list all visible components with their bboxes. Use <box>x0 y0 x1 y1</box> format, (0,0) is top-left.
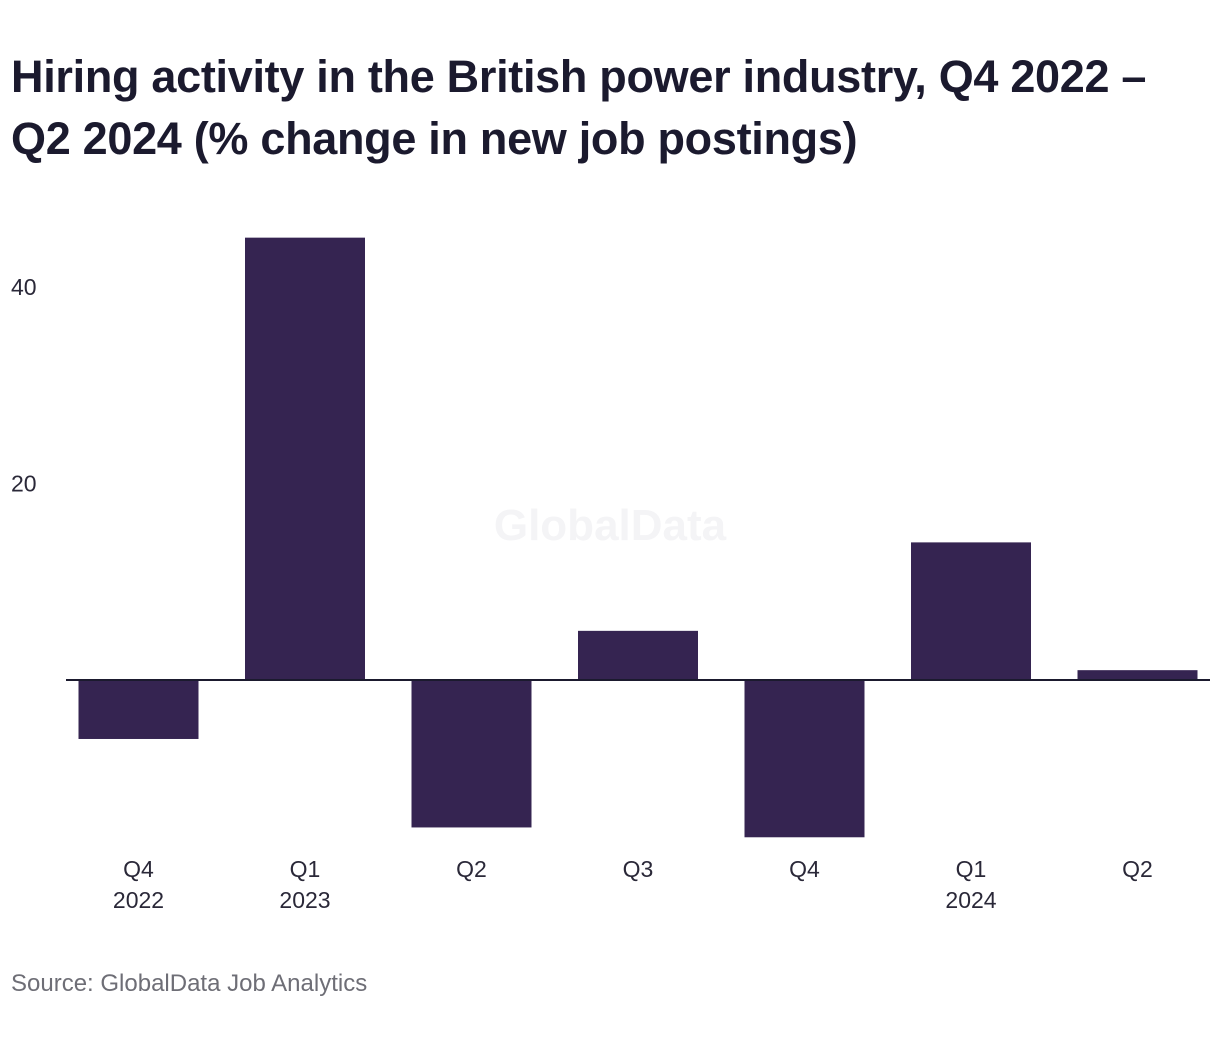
x-tick-label-4-0: Q4 <box>789 856 820 882</box>
source-note: Source: GlobalData Job Analytics <box>11 970 368 997</box>
x-tick-label-3-0: Q3 <box>623 856 654 882</box>
bar-6 <box>1077 670 1198 680</box>
x-tick-label-0-0: Q4 <box>123 856 154 882</box>
y-tick-label-0: 20 <box>11 470 37 496</box>
bar-2 <box>411 680 532 828</box>
x-tick-label-1-1: 2023 <box>279 887 330 913</box>
bar-4 <box>744 680 865 838</box>
x-tick-label-5-0: Q1 <box>956 856 987 882</box>
bar-5 <box>911 542 1031 680</box>
x-tick-label-1-0: Q1 <box>290 856 321 882</box>
y-tick-label-1: 40 <box>11 274 37 300</box>
x-tick-label-2-0: Q2 <box>456 856 487 882</box>
bars <box>78 237 1198 838</box>
watermark: GlobalData <box>494 501 727 550</box>
bar-0 <box>78 680 199 739</box>
x-tick-label-5-1: 2024 <box>945 887 996 913</box>
x-tick-label-0-1: 2022 <box>113 887 164 913</box>
bar-3 <box>578 630 698 680</box>
chart-title: Hiring activity in the British power ind… <box>11 51 1147 164</box>
bar-1 <box>245 237 365 680</box>
x-tick-label-6-0: Q2 <box>1122 856 1153 882</box>
x-axis-labels: Q4 2022 Q1 2023 Q2 Q3 Q4 Q1 2024 Q2 <box>113 856 1153 913</box>
